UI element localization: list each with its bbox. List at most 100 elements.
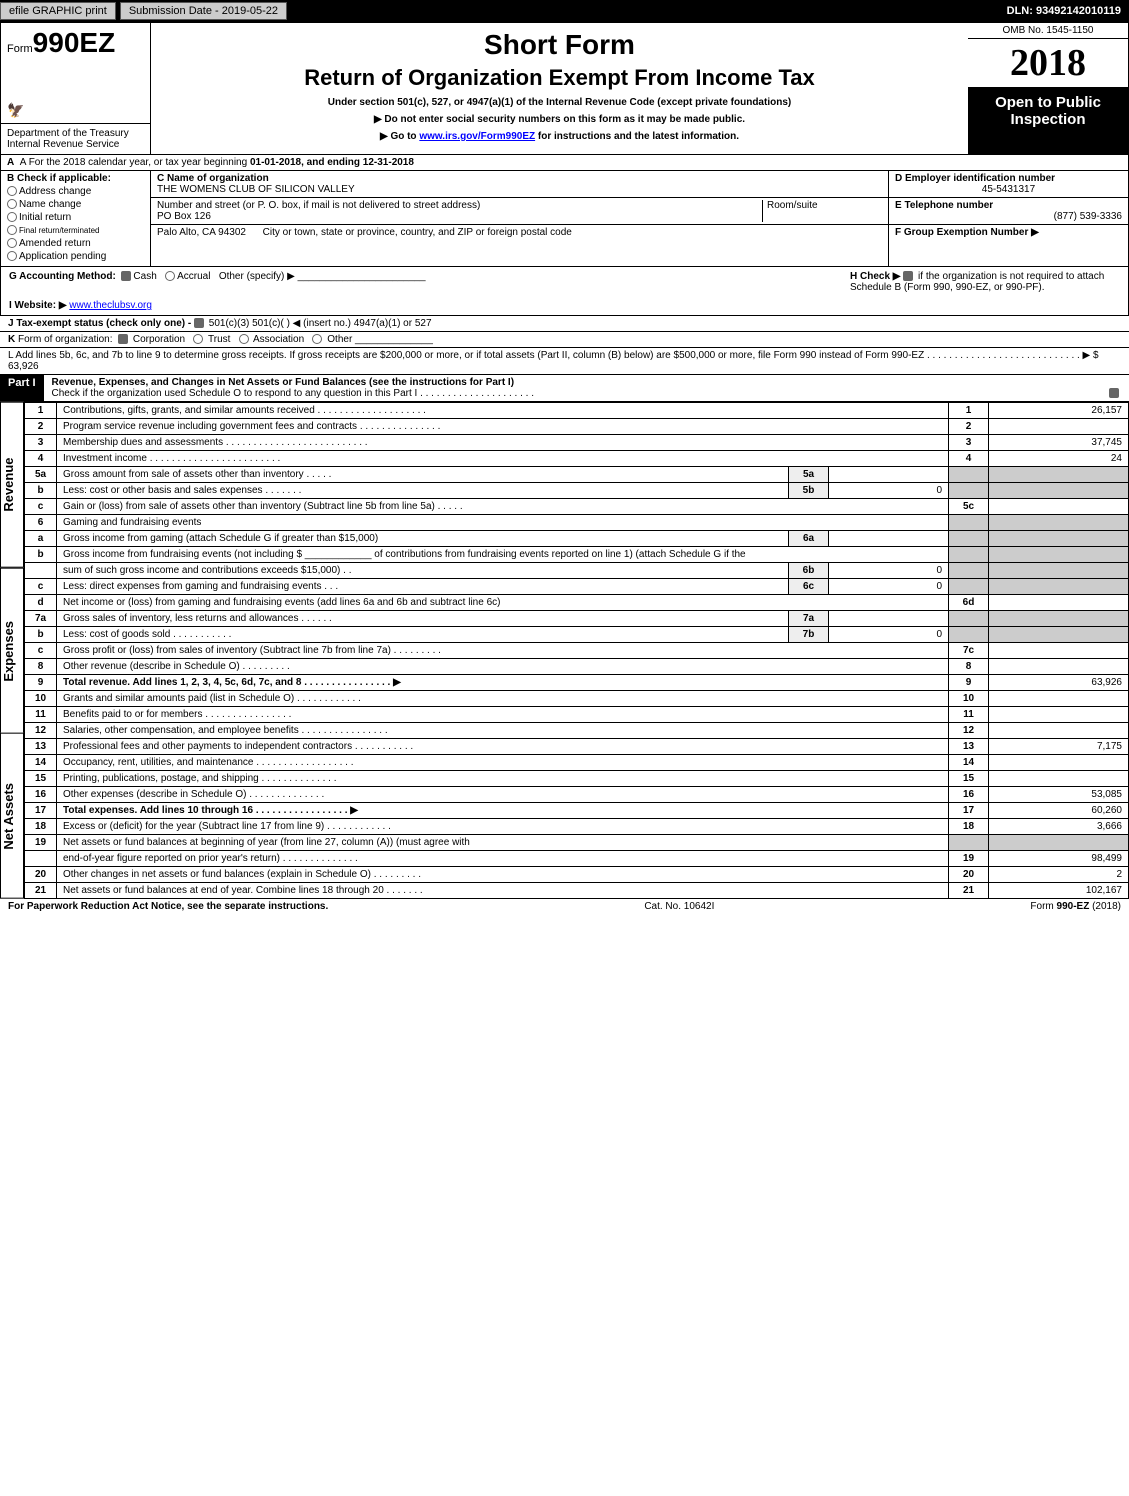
table-row: 13Professional fees and other payments t…: [25, 739, 1129, 755]
org-address: PO Box 126: [157, 211, 211, 222]
outer-line-number: 17: [949, 803, 989, 819]
line-a-mid: , and ending: [301, 157, 363, 168]
line-number: 19: [25, 835, 57, 851]
inner-line-number: 6c: [789, 579, 829, 595]
outer-line-value: 37,745: [989, 435, 1129, 451]
outer-val-shaded: [989, 563, 1129, 579]
outer-line-number: 11: [949, 707, 989, 723]
line-number: b: [25, 627, 57, 643]
table-row: cLess: direct expenses from gaming and f…: [25, 579, 1129, 595]
line-description: Less: direct expenses from gaming and fu…: [57, 579, 789, 595]
outer-line-number: 14: [949, 755, 989, 771]
j-501c3-checkbox[interactable]: [194, 318, 204, 328]
line-description: Gain or (loss) from sale of assets other…: [57, 499, 949, 515]
irs-eagle-icon: 🦅: [7, 102, 145, 119]
box-c: C Name of organization THE WOMENS CLUB O…: [151, 171, 888, 266]
footer-mid: Cat. No. 10642I: [644, 901, 714, 912]
address-change-checkbox[interactable]: [7, 186, 17, 196]
line-description: Grants and similar amounts paid (list in…: [57, 691, 949, 707]
application-pending-checkbox[interactable]: [7, 251, 17, 261]
outer-val-shaded: [989, 611, 1129, 627]
open-to-public: Open to Public Inspection: [968, 88, 1128, 154]
cash-checkbox[interactable]: [121, 271, 131, 281]
inner-line-number: 5b: [789, 483, 829, 499]
table-row: 19Net assets or fund balances at beginni…: [25, 835, 1129, 851]
line-description: Less: cost of goods sold . . . . . . . .…: [57, 627, 789, 643]
inner-line-number: 7b: [789, 627, 829, 643]
outer-line-value: 63,926: [989, 675, 1129, 691]
outer-line-value: 102,167: [989, 883, 1129, 899]
outer-line-number: 18: [949, 819, 989, 835]
line-description: Net assets or fund balances at beginning…: [57, 835, 949, 851]
website-link[interactable]: www.theclubsv.org: [69, 300, 152, 311]
line-description: Printing, publications, postage, and shi…: [57, 771, 949, 787]
part1-schedule-o-checkbox[interactable]: [1109, 388, 1119, 398]
inner-line-number: 5a: [789, 467, 829, 483]
line-number: 2: [25, 419, 57, 435]
final-return-checkbox[interactable]: [7, 225, 17, 235]
outer-line-value: 2: [989, 867, 1129, 883]
line-a-end: 12-31-2018: [363, 157, 414, 168]
table-row: end-of-year figure reported on prior yea…: [25, 851, 1129, 867]
name-change-checkbox[interactable]: [7, 199, 17, 209]
line-l: L Add lines 5b, 6c, and 7b to line 9 to …: [0, 348, 1129, 375]
efile-print-button[interactable]: efile GRAPHIC print: [0, 2, 116, 20]
initial-return-checkbox[interactable]: [7, 212, 17, 222]
h-checkbox[interactable]: [903, 271, 913, 281]
line-number: 16: [25, 787, 57, 803]
k-corp-checkbox[interactable]: [118, 334, 128, 344]
outer-line-number: 2: [949, 419, 989, 435]
outer-val-shaded: [989, 627, 1129, 643]
line-number: 11: [25, 707, 57, 723]
outer-line-number: 4: [949, 451, 989, 467]
goto-pre: ▶ Go to: [380, 131, 419, 142]
outer-line-value: [989, 771, 1129, 787]
line-number: 18: [25, 819, 57, 835]
accrual-checkbox[interactable]: [165, 271, 175, 281]
room-suite-label: Room/suite: [762, 200, 882, 222]
line-description: Gaming and fundraising events: [57, 515, 949, 531]
table-row: 6Gaming and fundraising events: [25, 515, 1129, 531]
g-other: Other (specify) ▶: [219, 271, 295, 282]
line-number: 4: [25, 451, 57, 467]
amended-return-checkbox[interactable]: [7, 238, 17, 248]
outer-val-blank: [989, 547, 1129, 563]
k-trust-checkbox[interactable]: [193, 334, 203, 344]
table-row: bLess: cost or other basis and sales exp…: [25, 483, 1129, 499]
outer-val-shaded: [989, 467, 1129, 483]
table-row: aGross income from gaming (attach Schedu…: [25, 531, 1129, 547]
opt-application-pending: Application pending: [19, 251, 106, 262]
line-description: Total expenses. Add lines 10 through 16 …: [57, 803, 949, 819]
line-number: 12: [25, 723, 57, 739]
part1-table: 1Contributions, gifts, grants, and simil…: [24, 402, 1129, 899]
inner-line-value: 0: [829, 563, 949, 579]
line-description: Occupancy, rent, utilities, and maintena…: [57, 755, 949, 771]
line-k: K Form of organization: Corporation Trus…: [0, 332, 1129, 348]
outer-line-number: 20: [949, 867, 989, 883]
short-form-title: Short Form: [161, 29, 958, 61]
line-description: Benefits paid to or for members . . . . …: [57, 707, 949, 723]
table-row: 21Net assets or fund balances at end of …: [25, 883, 1129, 899]
outer-line-number: 1: [949, 403, 989, 419]
table-row: cGross profit or (loss) from sales of in…: [25, 643, 1129, 659]
line-number: 6: [25, 515, 57, 531]
irs-link[interactable]: www.irs.gov/Form990EZ: [419, 131, 535, 142]
k-other-checkbox[interactable]: [312, 334, 322, 344]
inner-line-value: [829, 611, 949, 627]
line-number: c: [25, 579, 57, 595]
line-number: 3: [25, 435, 57, 451]
line-number: [25, 851, 57, 867]
line-description: Program service revenue including govern…: [57, 419, 949, 435]
g-accrual: Accrual: [177, 271, 210, 282]
outer-line-number: 21: [949, 883, 989, 899]
k-assoc-checkbox[interactable]: [239, 334, 249, 344]
form-prefix: Form: [7, 43, 33, 55]
submission-date: Submission Date - 2019-05-22: [120, 2, 287, 20]
inner-line-value: 0: [829, 483, 949, 499]
outer-line-number: 16: [949, 787, 989, 803]
table-row: sum of such gross income and contributio…: [25, 563, 1129, 579]
line-number: [25, 563, 57, 579]
outer-line-value: 24: [989, 451, 1129, 467]
table-row: 2Program service revenue including gover…: [25, 419, 1129, 435]
outer-num-shaded: [949, 579, 989, 595]
